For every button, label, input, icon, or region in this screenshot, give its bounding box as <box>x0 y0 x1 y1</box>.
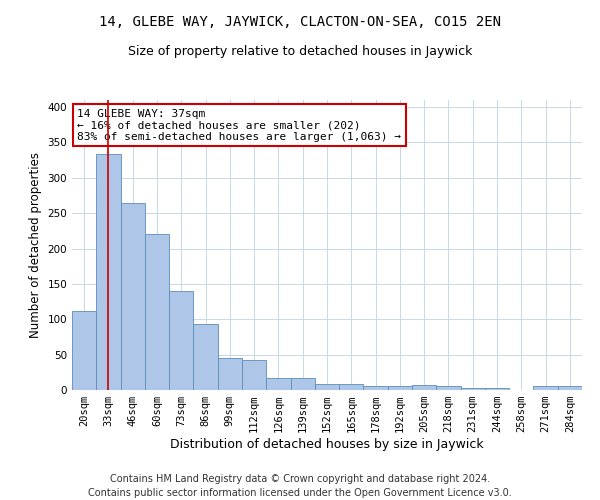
Bar <box>242 360 266 390</box>
Bar <box>339 384 364 390</box>
Bar <box>558 386 582 390</box>
Text: 14 GLEBE WAY: 37sqm
← 16% of detached houses are smaller (202)
83% of semi-detac: 14 GLEBE WAY: 37sqm ← 16% of detached ho… <box>77 108 401 142</box>
Bar <box>461 388 485 390</box>
Text: 14, GLEBE WAY, JAYWICK, CLACTON-ON-SEA, CO15 2EN: 14, GLEBE WAY, JAYWICK, CLACTON-ON-SEA, … <box>99 15 501 29</box>
Bar <box>169 291 193 390</box>
X-axis label: Distribution of detached houses by size in Jaywick: Distribution of detached houses by size … <box>170 438 484 451</box>
Text: Size of property relative to detached houses in Jaywick: Size of property relative to detached ho… <box>128 45 472 58</box>
Bar <box>96 154 121 390</box>
Text: Contains HM Land Registry data © Crown copyright and database right 2024.
Contai: Contains HM Land Registry data © Crown c… <box>88 474 512 498</box>
Bar <box>121 202 145 390</box>
Bar <box>290 378 315 390</box>
Bar <box>218 358 242 390</box>
Bar <box>266 378 290 390</box>
Bar <box>436 386 461 390</box>
Bar <box>485 388 509 390</box>
Bar <box>72 311 96 390</box>
Bar <box>364 386 388 390</box>
Bar <box>412 385 436 390</box>
Bar <box>388 386 412 390</box>
Bar <box>533 386 558 390</box>
Bar <box>315 384 339 390</box>
Bar <box>193 324 218 390</box>
Y-axis label: Number of detached properties: Number of detached properties <box>29 152 42 338</box>
Bar <box>145 234 169 390</box>
